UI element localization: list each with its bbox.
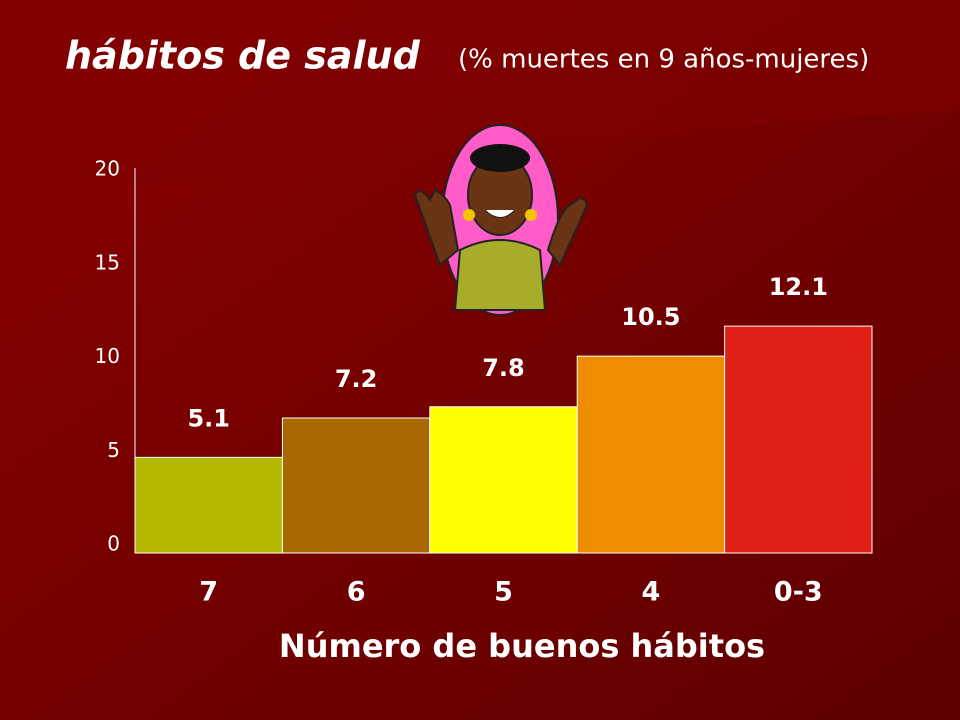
y-tick-label: 0 xyxy=(107,532,120,556)
value-label: 7.2 xyxy=(335,365,378,393)
y-tick-label: 20 xyxy=(95,157,120,181)
bar xyxy=(429,406,578,554)
background-band xyxy=(0,0,960,200)
x-tick-label: 6 xyxy=(347,577,366,608)
value-label: 10.5 xyxy=(621,303,680,331)
value-label: 5.1 xyxy=(187,404,230,432)
x-axis-title: Número de buenos hábitos xyxy=(279,627,765,665)
bar xyxy=(724,325,873,554)
value-label: 12.1 xyxy=(769,273,828,301)
x-tick-label: 7 xyxy=(199,577,218,608)
bar xyxy=(134,456,283,554)
chart-title: hábitos de salud xyxy=(65,34,421,78)
x-tick-label: 0-3 xyxy=(774,577,823,608)
bar xyxy=(281,417,431,554)
chart-subtitle: (% muertes en 9 años-mujeres) xyxy=(458,45,869,75)
value-label: 7.8 xyxy=(482,354,525,382)
x-tick-label: 4 xyxy=(642,577,661,608)
y-tick-label: 10 xyxy=(95,344,120,368)
x-tick-label: 5 xyxy=(494,577,513,608)
clipart-woman xyxy=(413,124,588,316)
y-tick-label: 15 xyxy=(95,250,120,274)
bar xyxy=(576,355,726,554)
y-tick-label: 5 xyxy=(107,438,120,462)
